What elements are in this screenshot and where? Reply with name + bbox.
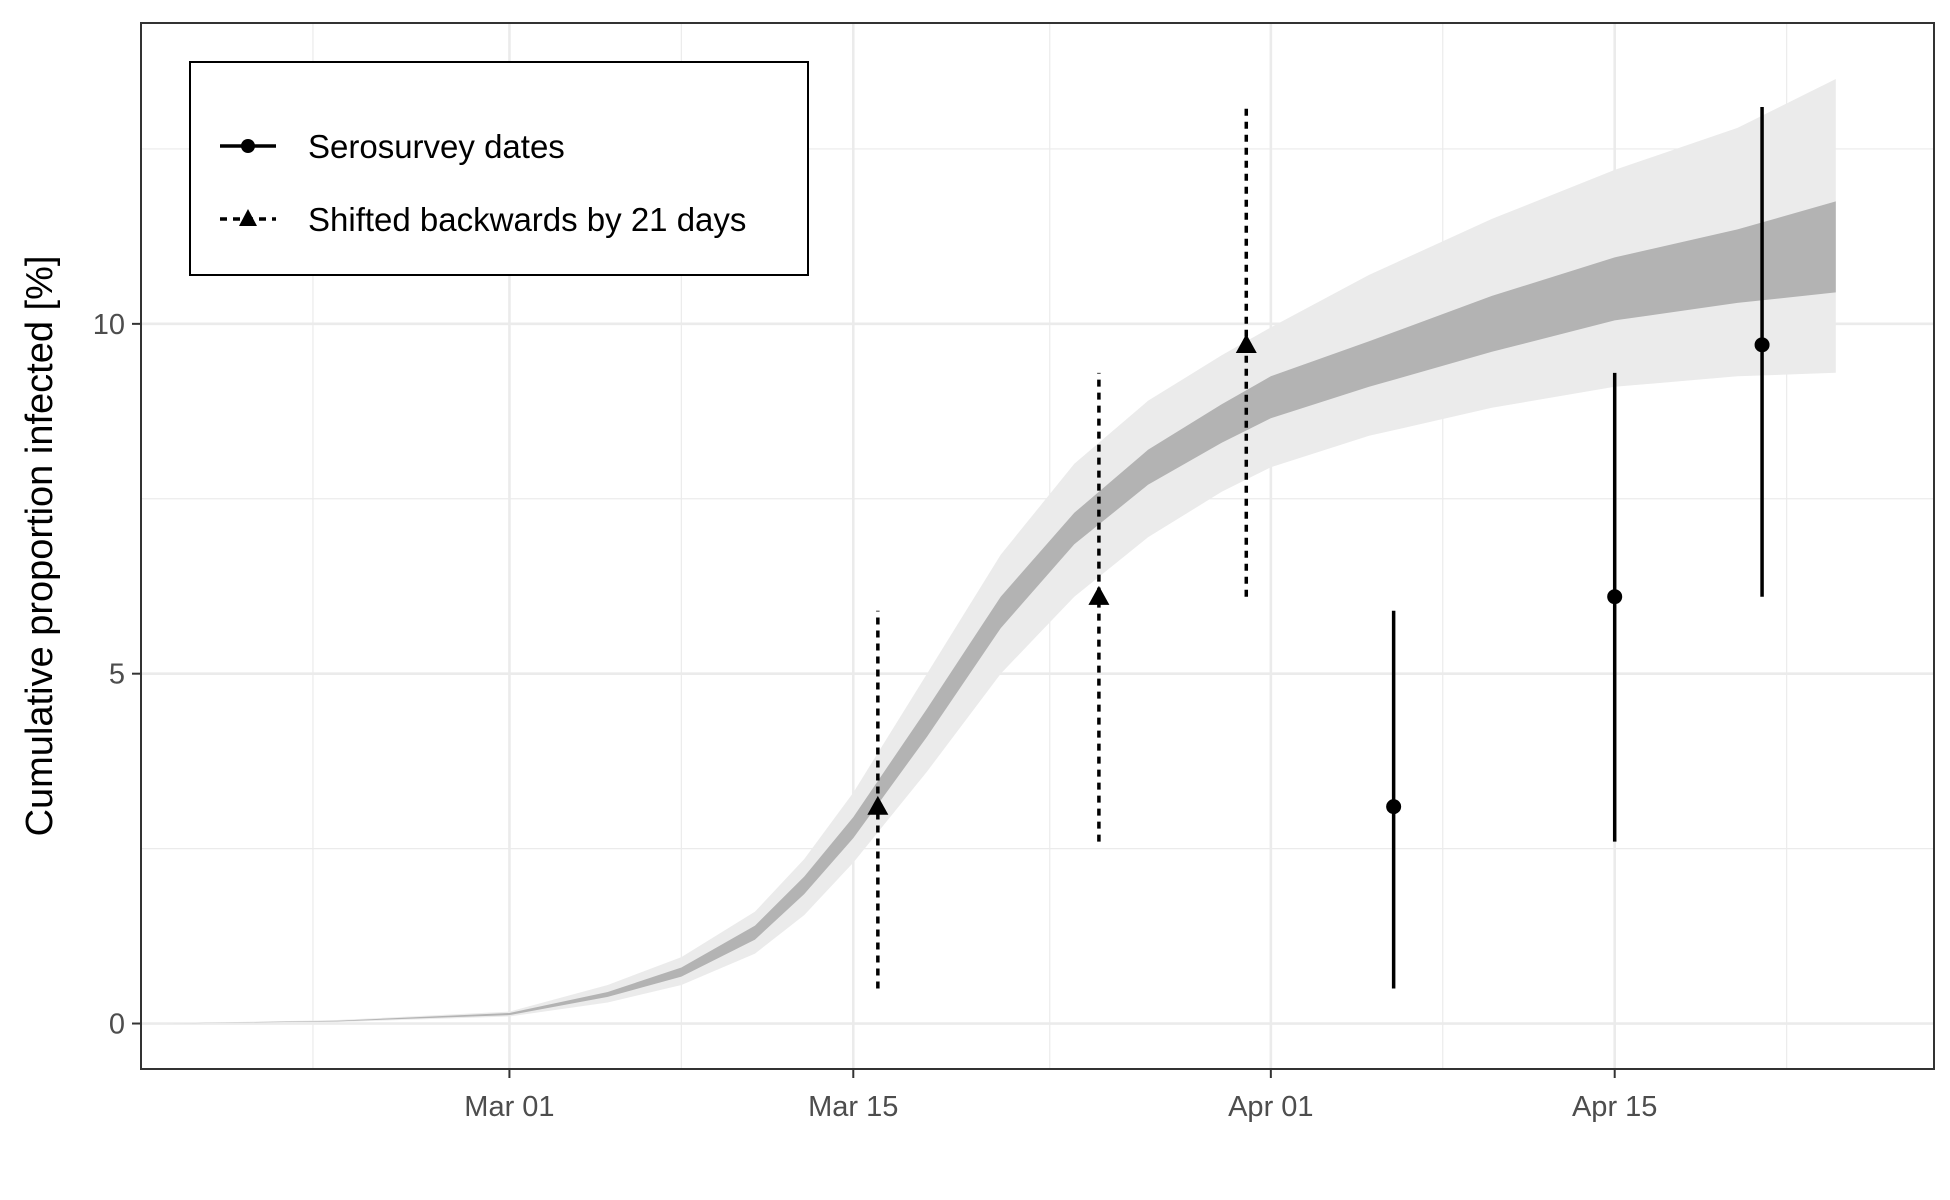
legend-box — [189, 61, 809, 276]
legend-label-serosurvey: Serosurvey dates — [308, 128, 565, 165]
legend-key-triangle-marker — [239, 209, 257, 226]
triangle-data-point — [1235, 334, 1257, 353]
y-tick-label: 0 — [109, 1009, 125, 1041]
circle-data-point — [1607, 589, 1623, 605]
circle-data-point — [1754, 337, 1770, 353]
credible-interval-bands — [165, 79, 1836, 1024]
inner-interval-band — [165, 201, 1836, 1024]
x-tick-label: Mar 15 — [808, 1091, 898, 1123]
x-tick-label: Apr 15 — [1572, 1091, 1657, 1123]
x-axis: Mar 01 Mar 15 Apr 01 Apr 15 — [464, 1069, 1657, 1123]
x-tick-label: Apr 01 — [1228, 1091, 1313, 1123]
legend-key-circle-marker — [241, 139, 255, 153]
y-axis: 0 5 10 — [93, 309, 141, 1041]
x-tick-label: Mar 01 — [464, 1091, 554, 1123]
triangle-data-point — [1088, 585, 1110, 605]
outer-interval-band — [165, 79, 1836, 1024]
y-tick-label: 5 — [109, 659, 125, 691]
data-markers — [867, 334, 1770, 815]
legend-label-shifted: Shifted backwards by 21 days — [308, 201, 746, 238]
circle-data-point — [1386, 799, 1402, 815]
plot-panel-border — [140, 22, 1935, 1070]
legend: Serosurvey dates Shifted backwards by 21… — [189, 61, 809, 276]
triangle-data-point — [867, 795, 889, 815]
y-axis-title: Cumulative proportion infected [%] — [19, 256, 61, 837]
y-tick-label: 10 — [93, 309, 125, 341]
